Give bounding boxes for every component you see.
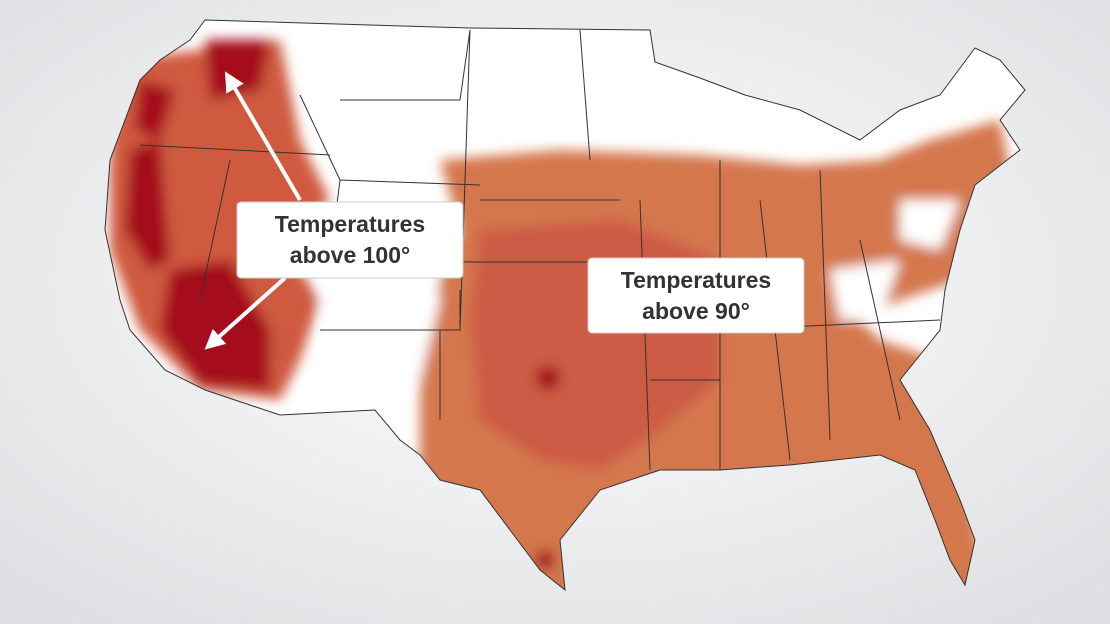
label-box: [236, 201, 464, 279]
label-line: above 100°: [290, 242, 410, 268]
label-box: [587, 257, 805, 334]
heat-100: [125, 40, 270, 390]
label-line: Temperatures: [621, 267, 771, 293]
label-100: Temperatures above 100°: [236, 201, 464, 279]
arrows: [204, 71, 302, 350]
arrow: [204, 276, 287, 350]
heat-spot: [535, 550, 555, 570]
label-90: Temperatures above 90°: [587, 257, 805, 334]
label-line: Temperatures: [275, 211, 425, 237]
heat-spot: [536, 366, 560, 390]
arrow: [224, 71, 302, 202]
label-line: above 90°: [642, 298, 750, 324]
cool-area: [320, 200, 960, 400]
